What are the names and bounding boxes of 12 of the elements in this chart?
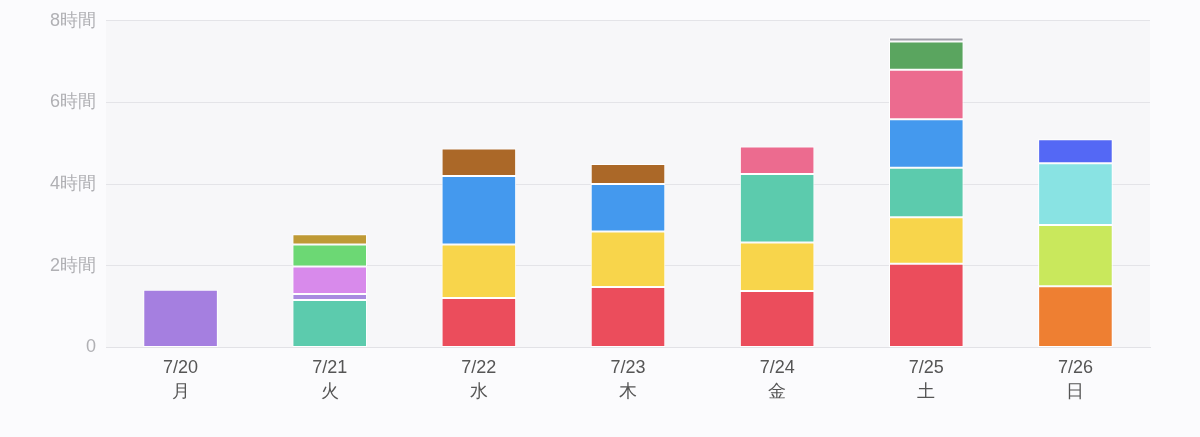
y-tick-label: 2時間 xyxy=(50,254,97,275)
x-tick-label: 7/20 月 xyxy=(163,356,199,401)
x-tick-label: 7/23 木 xyxy=(610,356,646,401)
x-tick-label: 7/24 金 xyxy=(759,356,795,401)
x-tick-label: 7/22 水 xyxy=(461,356,497,401)
y-tick-label: 6時間 xyxy=(50,91,97,112)
y-tick-label: 0 xyxy=(86,336,97,357)
x-tick-label: 7/26 日 xyxy=(1057,356,1093,401)
x-tick-label: 7/21 火 xyxy=(312,356,348,401)
y-tick-label: 8時間 xyxy=(50,9,97,30)
x-tick-label: 7/25 土 xyxy=(908,356,944,401)
y-tick-label: 4時間 xyxy=(50,173,97,194)
